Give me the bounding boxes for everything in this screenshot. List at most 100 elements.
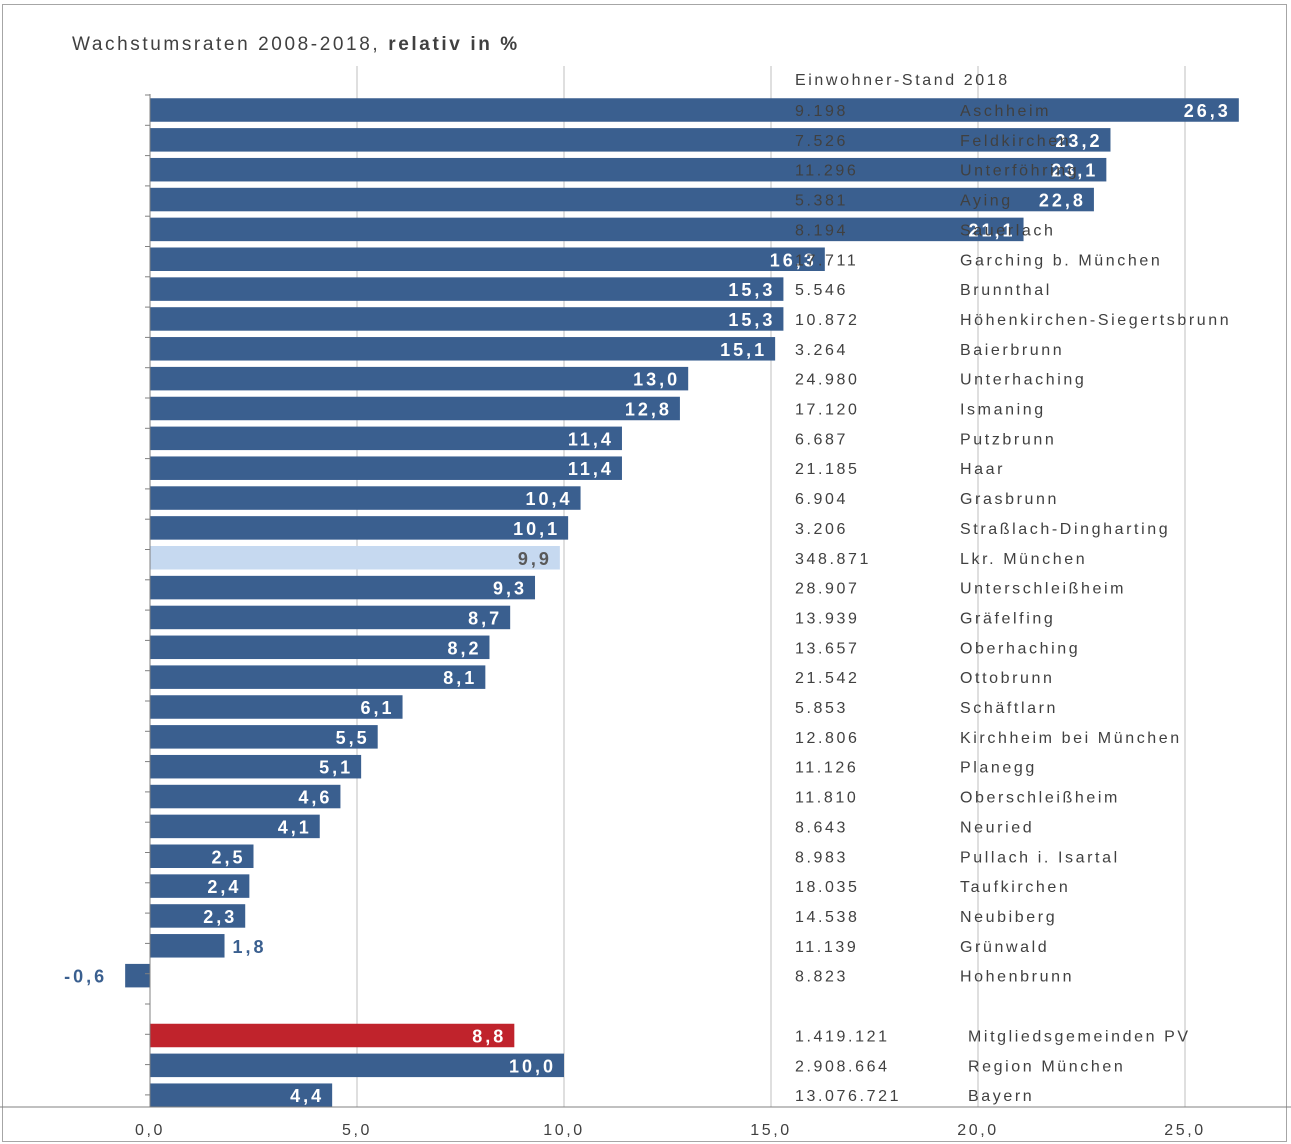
population-value: 28.907 bbox=[795, 581, 860, 598]
municipality-name: Grasbrunn bbox=[960, 491, 1059, 508]
municipality-name: Baierbrunn bbox=[960, 342, 1064, 359]
municipality-name: Feldkirchen bbox=[960, 133, 1071, 150]
population-value: 11.810 bbox=[795, 790, 858, 807]
data-labels: 26,3 23,2 23,1 22,8 21,1 16,3 15,3 15,3 15,1 13,0… bbox=[64, 101, 1228, 1106]
data-label: 12,8 bbox=[625, 400, 672, 420]
data-label: 15,1 bbox=[720, 340, 767, 360]
x-tick-label: 20,0 bbox=[957, 1122, 999, 1139]
population-value: 8.983 bbox=[795, 849, 848, 866]
population-value: 17.120 bbox=[795, 402, 860, 419]
municipality-name: Grünwald bbox=[960, 939, 1049, 956]
bar bbox=[150, 277, 784, 301]
population-value: 348.871 bbox=[795, 551, 871, 568]
bar bbox=[150, 217, 1024, 242]
data-label: 10,1 bbox=[513, 519, 560, 539]
bar bbox=[150, 1023, 515, 1048]
data-label: 23,1 bbox=[1051, 161, 1098, 181]
data-label: 13,0 bbox=[633, 370, 680, 390]
axes: -5,00,05,010,015,020,025,030,0 bbox=[0, 94, 1291, 1139]
chart-title-bold: relativ in % bbox=[388, 34, 520, 55]
bar bbox=[150, 187, 1094, 212]
municipality-name: Kirchheim bei München bbox=[960, 730, 1182, 747]
municipality-name: Aying bbox=[960, 193, 1013, 210]
bars bbox=[125, 98, 1239, 1107]
data-label: 23,2 bbox=[1055, 131, 1102, 151]
population-value: 11.139 bbox=[795, 939, 858, 956]
population-value: 7.526 bbox=[795, 133, 848, 150]
bar bbox=[150, 366, 689, 391]
bar bbox=[150, 665, 486, 689]
population-value: 13.657 bbox=[795, 640, 860, 657]
bar bbox=[150, 695, 403, 719]
municipality-name: Ottobrunn bbox=[960, 670, 1055, 687]
bar bbox=[150, 934, 225, 958]
population-value: 6.904 bbox=[795, 491, 848, 508]
bar bbox=[150, 1053, 564, 1078]
population-value: 8.194 bbox=[795, 222, 848, 239]
population-table: 9.198 Aschheim 7.526 Feldkirchen 11.296 Unter… bbox=[795, 103, 1229, 1105]
municipality-name: Unterschleißheim bbox=[960, 581, 1126, 598]
municipality-name: Unterhaching bbox=[960, 372, 1086, 389]
data-label: 10,0 bbox=[509, 1056, 556, 1076]
municipality-name: Unterföhring bbox=[960, 163, 1079, 180]
municipality-name: Ismaning bbox=[960, 402, 1046, 419]
population-header: Einwohner-Stand 2018 bbox=[795, 72, 1010, 89]
population-value: 18.035 bbox=[795, 879, 860, 896]
data-label: 9,3 bbox=[493, 579, 527, 599]
municipality-name: Brunnthal bbox=[960, 282, 1052, 299]
region-name: Bayern bbox=[968, 1088, 1034, 1105]
bar bbox=[150, 546, 560, 570]
bar bbox=[150, 426, 622, 451]
population-value: 2.908.664 bbox=[795, 1058, 890, 1075]
bar bbox=[150, 456, 622, 480]
municipality-name: Gräfelfing bbox=[960, 610, 1055, 627]
data-label: 2,4 bbox=[207, 877, 241, 897]
municipality-name: Neuried bbox=[960, 819, 1034, 836]
population-value: 13.939 bbox=[795, 610, 860, 627]
data-label: 21,1 bbox=[968, 220, 1015, 240]
chart-frame bbox=[2, 4, 1287, 1142]
bar bbox=[150, 307, 784, 331]
population-value: 13.076.721 bbox=[795, 1088, 901, 1105]
data-label: 4,6 bbox=[298, 788, 332, 808]
population-value: 21.542 bbox=[795, 670, 860, 687]
municipality-name: Pullach i. Isartal bbox=[960, 849, 1120, 866]
data-label: 4,1 bbox=[278, 817, 312, 837]
municipality-name: Straßlach-Dingharting bbox=[960, 521, 1170, 538]
bar bbox=[150, 844, 254, 868]
data-label: 8,1 bbox=[443, 668, 477, 688]
bar bbox=[150, 157, 1107, 182]
population-value: 21.185 bbox=[795, 461, 860, 478]
municipality-name: Aschheim bbox=[960, 103, 1051, 120]
x-tick-label: 10,0 bbox=[543, 1122, 585, 1139]
population-value: 8.643 bbox=[795, 819, 848, 836]
data-label: 2,3 bbox=[203, 907, 237, 927]
municipality-name: Sauerlach bbox=[960, 222, 1055, 239]
bar bbox=[150, 486, 581, 510]
x-tick-label: 15,0 bbox=[750, 1122, 792, 1139]
data-label: 4,4 bbox=[290, 1086, 324, 1106]
bar bbox=[150, 754, 362, 779]
data-label: 1,8 bbox=[233, 937, 267, 957]
bar bbox=[150, 814, 320, 839]
bar bbox=[150, 1083, 333, 1107]
data-label: 15,3 bbox=[728, 280, 775, 300]
data-label: 22,8 bbox=[1039, 191, 1086, 211]
population-value: 17.711 bbox=[795, 252, 858, 269]
data-label: 11,4 bbox=[568, 429, 614, 449]
municipality-name: Neubiberg bbox=[960, 909, 1057, 926]
data-label: 8,2 bbox=[447, 638, 481, 658]
data-label: -0,6 bbox=[64, 967, 107, 987]
data-label: 5,1 bbox=[319, 758, 353, 778]
municipality-name: Oberschleißheim bbox=[960, 790, 1120, 807]
bar bbox=[150, 575, 536, 600]
population-value: 14.538 bbox=[795, 909, 860, 926]
municipality-name: Putzbrunn bbox=[960, 431, 1056, 448]
municipality-name: Hohenbrunn bbox=[960, 969, 1074, 986]
bar bbox=[150, 128, 1111, 152]
municipality-name: Taufkirchen bbox=[960, 879, 1070, 896]
data-label: 6,1 bbox=[361, 698, 395, 718]
x-tick-label: 5,0 bbox=[342, 1122, 372, 1139]
region-name: Mitgliedsgemeinden PV bbox=[968, 1029, 1191, 1046]
bar bbox=[125, 963, 150, 988]
